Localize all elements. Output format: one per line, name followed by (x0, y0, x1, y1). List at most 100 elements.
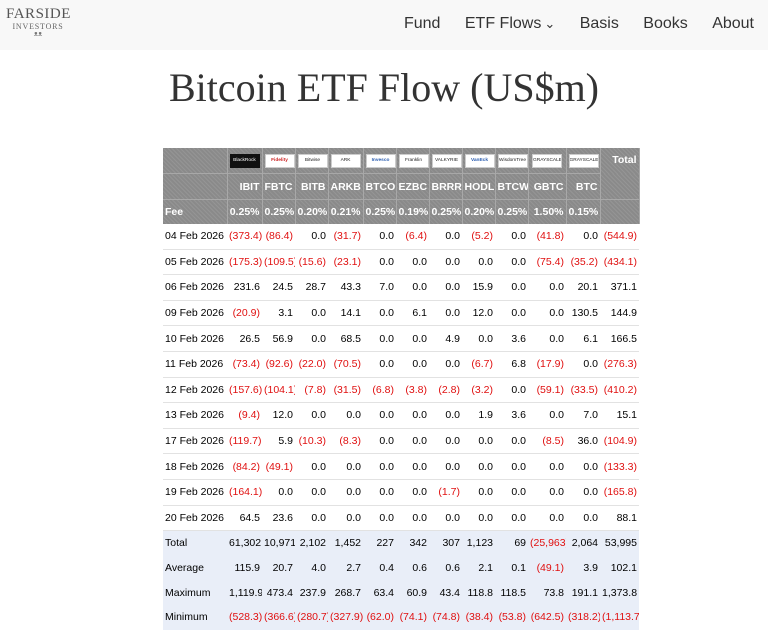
table-row: 09 Feb 2026 (20.9) 3.1 0.0 14.1 0.0 6.1 0.0 12.0… (163, 300, 639, 327)
issuer-logo-cell: Invesco (363, 148, 397, 174)
flow-cell: (59.1) (528, 377, 566, 404)
summary-cell: (318.2) (566, 604, 600, 630)
flow-cell: (23.1) (328, 249, 363, 276)
flow-cell: 43.3 (328, 274, 363, 301)
flow-cell: 0.0 (396, 351, 429, 378)
flow-cell: 0.0 (566, 351, 600, 378)
ark-logo: ARK (330, 153, 361, 168)
summary-cell: (49.1) (528, 555, 566, 581)
summary-row: Minimum (528.3) (366.6) (280.7) (327.9) (62.0… (163, 604, 639, 630)
ticker-header: GBTC (528, 173, 567, 200)
flow-cell: 0.0 (295, 325, 328, 352)
flow-cell: (164.1) (227, 479, 262, 506)
flow-cell: 0.0 (429, 428, 462, 455)
flow-cell: 0.0 (495, 249, 528, 276)
grayscale-btc-logo: GRAYSCALE (568, 153, 599, 168)
fee-cell: 1.50% (528, 199, 567, 224)
flow-cell: 7.0 (363, 274, 396, 301)
row-total: (133.3) (600, 453, 639, 480)
row-date: 04 Feb 2026 (163, 224, 227, 250)
summary-cell: (366.6) (262, 604, 295, 630)
nav-books-link[interactable]: Books (643, 15, 688, 32)
flow-cell: (109.5) (262, 249, 295, 276)
flow-cell: 0.0 (566, 479, 600, 506)
ticker-header: BTC (566, 173, 601, 200)
flow-cell: 0.0 (396, 325, 429, 352)
summary-cell: 0.6 (429, 555, 462, 581)
fee-cell: 0.25% (495, 199, 529, 224)
row-date: 12 Feb 2026 (163, 377, 227, 404)
flow-cell: (17.9) (528, 351, 566, 378)
wisdomtree-logo: WisdomTree (497, 153, 527, 168)
flow-cell: 0.0 (328, 505, 363, 532)
blackrock-logo: BlackRock (229, 153, 260, 168)
flow-cell: 0.0 (396, 274, 429, 301)
summary-total: 1,373.8 (600, 580, 639, 605)
flow-cell: 0.0 (363, 402, 396, 429)
flow-cell: 12.0 (262, 402, 295, 429)
flow-cell: 0.0 (462, 249, 495, 276)
flow-cell: (6.4) (396, 224, 429, 250)
fee-cell: 0.25% (429, 199, 463, 224)
ticker-header: BITB (295, 173, 329, 200)
table-row: 12 Feb 2026 (157.6) (104.1) (7.8) (31.5) (6.8… (163, 377, 639, 404)
summary-cell: (74.1) (396, 604, 429, 630)
summary-cell: 2,064 (566, 530, 600, 556)
flow-cell: 3.6 (495, 325, 528, 352)
summary-cell: 0.1 (495, 555, 528, 581)
flow-cell: 3.1 (262, 300, 295, 327)
nav-etf-flows-dropdown[interactable]: ETF Flows ⌄ (465, 15, 555, 33)
flow-cell: 0.0 (363, 505, 396, 532)
nav-about-link[interactable]: About (712, 15, 754, 32)
flow-cell: 0.0 (295, 300, 328, 327)
chevron-down-icon: ⌄ (544, 16, 556, 31)
flow-cell: (10.3) (295, 428, 328, 455)
summary-cell: 115.9 (227, 555, 262, 581)
summary-total: 102.1 (600, 555, 639, 581)
nav-basis-link[interactable]: Basis (579, 15, 619, 32)
corner-cell (163, 148, 228, 174)
flow-cell: 0.0 (363, 351, 396, 378)
flow-cell: 1.9 (462, 402, 495, 429)
table-row: 04 Feb 2026 (373.4) (86.4) 0.0 (31.7) 0.0 (6.4… (163, 224, 639, 250)
summary-cell: (25,963) (528, 530, 566, 556)
flow-cell: 0.0 (528, 402, 566, 429)
summary-cell: 1,119.9 (227, 580, 262, 605)
flow-cell: 0.0 (262, 479, 295, 506)
issuer-logo-row: BlackRock Fidelity Bitwise ARK Invesco F… (163, 148, 640, 200)
summary-cell: 2.7 (328, 555, 363, 581)
farside-logo[interactable]: FARSIDE INVESTORS ᴥᴥ (6, 6, 70, 44)
row-total: 88.1 (600, 505, 639, 532)
summary-cell: 0.4 (363, 555, 396, 581)
flow-cell: 0.0 (295, 453, 328, 480)
flow-cell: (8.3) (328, 428, 363, 455)
summary-cell: 227 (363, 530, 396, 556)
flow-cell: 0.0 (363, 428, 396, 455)
valkyrie-logo: VALKYRIE (431, 153, 461, 168)
flow-cell: 0.0 (429, 402, 462, 429)
flow-cell: 12.0 (462, 300, 495, 327)
flow-cell: 3.6 (495, 402, 528, 429)
issuer-logo-cell: WisdomTree (495, 148, 529, 174)
nav-fund-link[interactable]: Fund (403, 15, 441, 32)
summary-cell: 63.4 (363, 580, 396, 605)
flow-cell: 36.0 (566, 428, 600, 455)
issuer-logo-cell: Franklin (396, 148, 430, 174)
ticker-header: BTCW (495, 173, 529, 200)
flow-cell: 0.0 (295, 402, 328, 429)
flow-cell: (92.6) (262, 351, 295, 378)
flow-cell: (157.6) (227, 377, 262, 404)
ticker-header: ARKB (328, 173, 364, 200)
flow-cell: 0.0 (396, 428, 429, 455)
franklin-logo: Franklin (398, 153, 428, 168)
row-total: 371.1 (600, 274, 639, 301)
flow-cell: (1.7) (429, 479, 462, 506)
flow-cell: 20.1 (566, 274, 600, 301)
row-date: 17 Feb 2026 (163, 428, 227, 455)
flow-cell: (22.0) (295, 351, 328, 378)
summary-cell: 1,452 (328, 530, 363, 556)
summary-cell: 191.1 (566, 580, 600, 605)
flow-cell: 0.0 (528, 325, 566, 352)
flow-cell: (31.7) (328, 224, 363, 250)
flow-cell: (2.8) (429, 377, 462, 404)
